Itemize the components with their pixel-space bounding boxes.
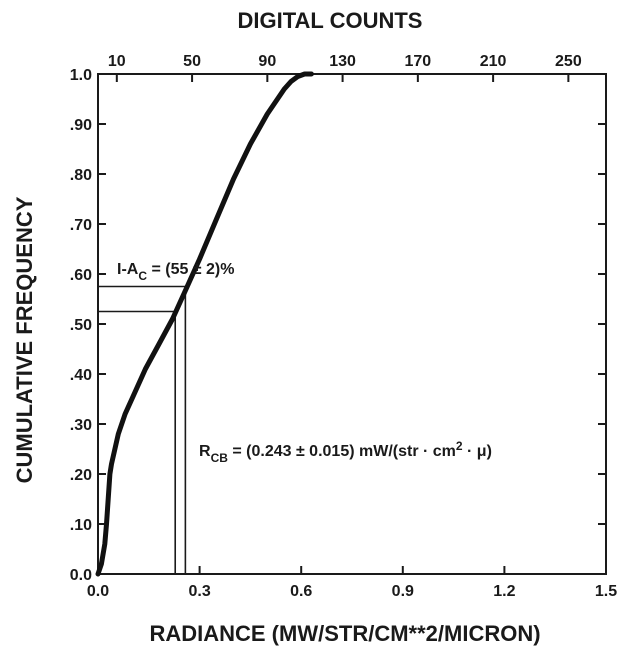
rcb-value: = (0.243 ± 0.015) mW/(str · cm xyxy=(228,443,456,460)
top-tick-label: 170 xyxy=(405,53,432,70)
left-axis-ticks: 0.0 .10 .20 .30 .40 .50 .60 .70 .80 .90 1.0 xyxy=(70,67,106,584)
right-axis-ticks xyxy=(598,73,606,575)
y-tick-label: .70 xyxy=(70,217,92,234)
top-axis-title: DIGITAL COUNTS xyxy=(238,8,423,33)
top-tick-label: 50 xyxy=(183,53,201,70)
y-tick-label: .90 xyxy=(70,117,92,134)
rcb-prefix: R xyxy=(199,443,211,460)
reference-lines xyxy=(98,285,187,574)
y-tick-label: .50 xyxy=(70,317,92,334)
x-tick-label: 0.0 xyxy=(87,583,109,600)
y-tick-label: .30 xyxy=(70,417,92,434)
x-tick-label: 0.3 xyxy=(188,583,210,600)
ac-subscript: C xyxy=(138,269,147,283)
x-tick-label: 0.9 xyxy=(392,583,414,600)
top-axis-ticks: 10 50 90 130 170 210 250 xyxy=(108,53,582,82)
ac-value: = (55 ± 2)% xyxy=(147,261,234,278)
rcb-annotation: RCB = (0.243 ± 0.015) mW/(str · cm2 · μ) xyxy=(199,439,492,465)
y-tick-label: 1.0 xyxy=(70,67,92,84)
ac-prefix: I-A xyxy=(117,261,139,278)
x-tick-label: 0.6 xyxy=(290,583,312,600)
x-tick-label: 1.2 xyxy=(493,583,515,600)
plot-frame xyxy=(97,73,607,575)
x-tick-label: 1.5 xyxy=(595,583,617,600)
top-tick-label: 130 xyxy=(329,53,356,70)
y-tick-label: .80 xyxy=(70,167,92,184)
rcb-subscript: CB xyxy=(211,451,229,465)
top-tick-label: 250 xyxy=(555,53,582,70)
top-tick-label: 90 xyxy=(258,53,276,70)
rcb-units-end: · μ) xyxy=(463,443,492,460)
y-axis-title: CUMULATIVE FREQUENCY xyxy=(12,196,37,483)
rcb-superscript: 2 xyxy=(456,439,463,453)
top-tick-label: 10 xyxy=(108,53,126,70)
top-tick-label: 210 xyxy=(480,53,507,70)
y-tick-label: .20 xyxy=(70,467,92,484)
ac-annotation: I-AC = (55 ± 2)% xyxy=(117,261,234,283)
y-tick-label: .60 xyxy=(70,267,92,284)
bottom-axis-ticks: 0.0 0.3 0.6 0.9 1.2 1.5 xyxy=(87,566,617,600)
y-tick-label: .10 xyxy=(70,517,92,534)
x-axis-title: RADIANCE (MW/STR/CM**2/MICRON) xyxy=(149,621,540,646)
y-tick-label: 0.0 xyxy=(70,567,92,584)
y-tick-label: .40 xyxy=(70,367,92,384)
cumulative-frequency-curve xyxy=(95,71,314,577)
